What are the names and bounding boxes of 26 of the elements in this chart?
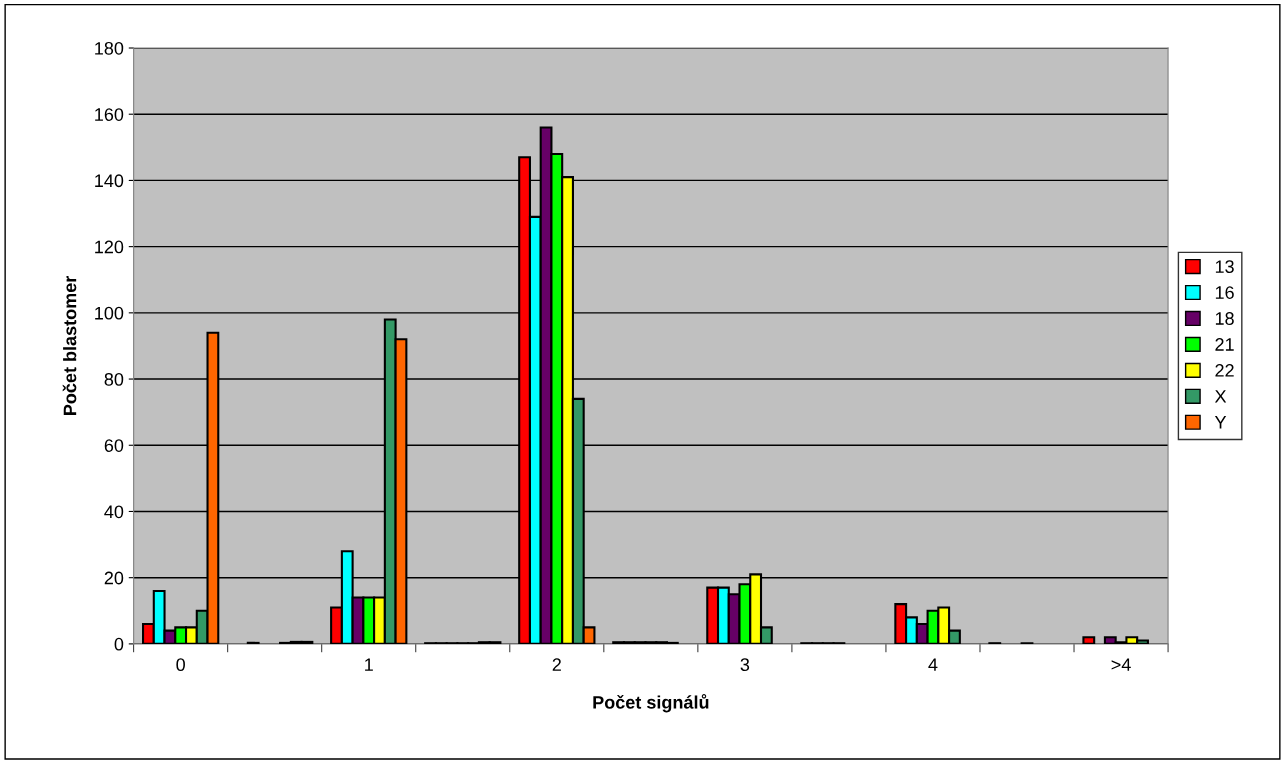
legend-label: Y (1214, 416, 1227, 429)
y-tick-label: 0 (114, 637, 124, 651)
x-tick-label: 0 (176, 658, 185, 672)
legend-label: 18 (1215, 312, 1234, 325)
x-tick-label: 1 (365, 658, 373, 671)
y-tick-label: 20 (104, 571, 124, 585)
legend-label: 21 (1215, 338, 1234, 351)
x-tick-label: 4 (928, 658, 938, 671)
bar (1082, 636, 1096, 644)
y-tick-label: 120 (95, 240, 124, 254)
y-axis-title: Počet blastomer (62, 275, 77, 415)
legend-label: 22 (1215, 364, 1234, 377)
y-tick-label: 80 (104, 372, 124, 386)
y-tick-label: 160 (95, 108, 124, 121)
x-axis-title: Počet signálů (593, 694, 709, 713)
y-tick-label: 140 (95, 174, 124, 188)
legend-label: X (1214, 390, 1227, 403)
x-tick-label: >4 (1111, 658, 1131, 671)
y-tick-label: 100 (95, 306, 124, 320)
y-tick-label: 60 (104, 439, 124, 452)
x-tick-label: 3 (740, 658, 750, 672)
legend-label: 13 (1215, 260, 1234, 273)
y-tick-label: 180 (95, 41, 124, 55)
legend-label: 16 (1215, 286, 1234, 299)
y-tick-label: 40 (104, 505, 124, 519)
x-tick-label: 2 (552, 658, 561, 671)
